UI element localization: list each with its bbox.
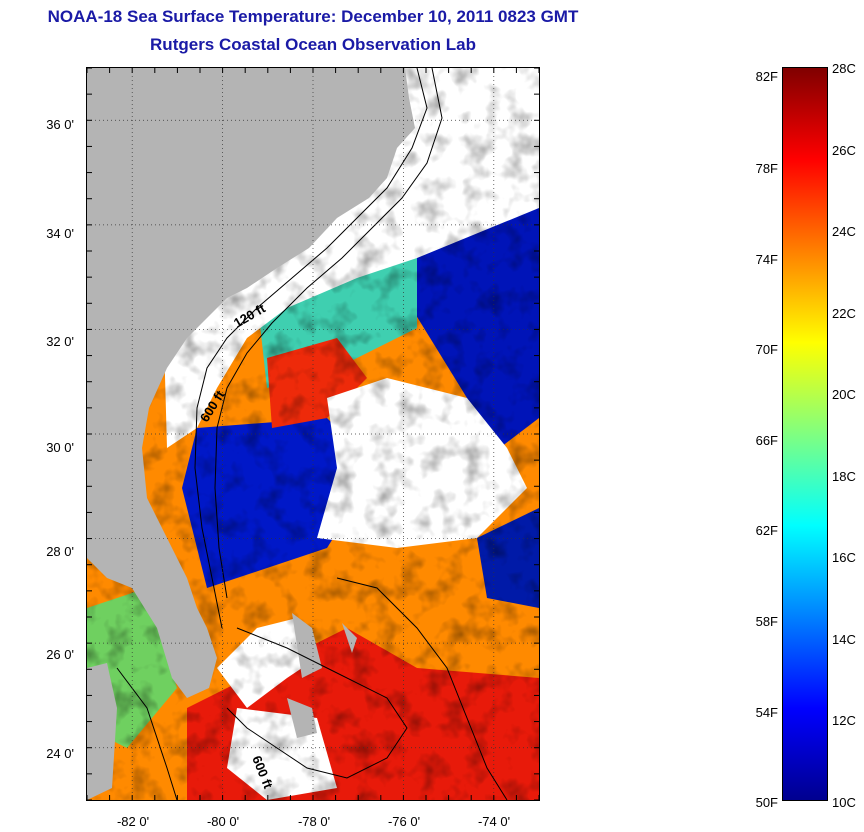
lat-label: 26 0' [46, 647, 74, 662]
contour-line [214, 68, 443, 599]
sst-map: 120 ft 600 ft 600 ft [86, 67, 540, 801]
lat-label: 36 0' [46, 117, 74, 132]
contour-line [226, 627, 408, 779]
graticule [87, 68, 539, 800]
colorbar-c-label: 10C [832, 795, 856, 810]
lat-label: 28 0' [46, 544, 74, 559]
colorbar-c-label: 12C [832, 713, 856, 728]
colorbar-f-label: 50F [755, 795, 778, 810]
island [287, 698, 317, 738]
colorbar-c-label: 28C [832, 61, 856, 76]
colorbar-c-label: 22C [832, 306, 856, 321]
lat-label: 30 0' [46, 440, 74, 455]
lat-label: 24 0' [46, 746, 74, 761]
colorbar-c-label: 14C [832, 632, 856, 647]
land-mass [87, 663, 117, 800]
contour-line [336, 577, 508, 800]
colorbar-c-label: 16C [832, 550, 856, 565]
lat-label: 32 0' [46, 334, 74, 349]
island [342, 623, 357, 653]
lon-label: -82 0' [116, 814, 150, 829]
temperature-colorbar [782, 67, 828, 801]
colorbar-c-label: 26C [832, 143, 856, 158]
colorbar-f-label: 74F [755, 252, 778, 267]
colorbar-f-label: 82F [755, 69, 778, 84]
land-mass [87, 68, 415, 698]
lon-label: -74 0' [477, 814, 511, 829]
colorbar-c-label: 20C [832, 387, 856, 402]
sst-field: 120 ft 600 ft 600 ft [87, 68, 539, 800]
lon-label: -78 0' [297, 814, 331, 829]
colorbar-c-label: 18C [832, 469, 856, 484]
chart-subtitle: Rutgers Coastal Ocean Observation Lab [150, 35, 476, 54]
sst-map-svg: 120 ft 600 ft 600 ft [87, 68, 539, 800]
lat-label: 34 0' [46, 226, 74, 241]
colorbar-f-label: 78F [755, 161, 778, 176]
colorbar-f-label: 58F [755, 614, 778, 629]
colorbar-f-label: 54F [755, 705, 778, 720]
contour-line [194, 68, 428, 629]
colorbar-f-label: 66F [755, 433, 778, 448]
chart-title: NOAA-18 Sea Surface Temperature: Decembe… [47, 7, 579, 26]
lon-label: -76 0' [387, 814, 421, 829]
colorbar-f-label: 70F [755, 342, 778, 357]
colorbar-f-label: 62F [755, 523, 778, 538]
colorbar-c-label: 24C [832, 224, 856, 239]
lon-label: -80 0' [206, 814, 240, 829]
